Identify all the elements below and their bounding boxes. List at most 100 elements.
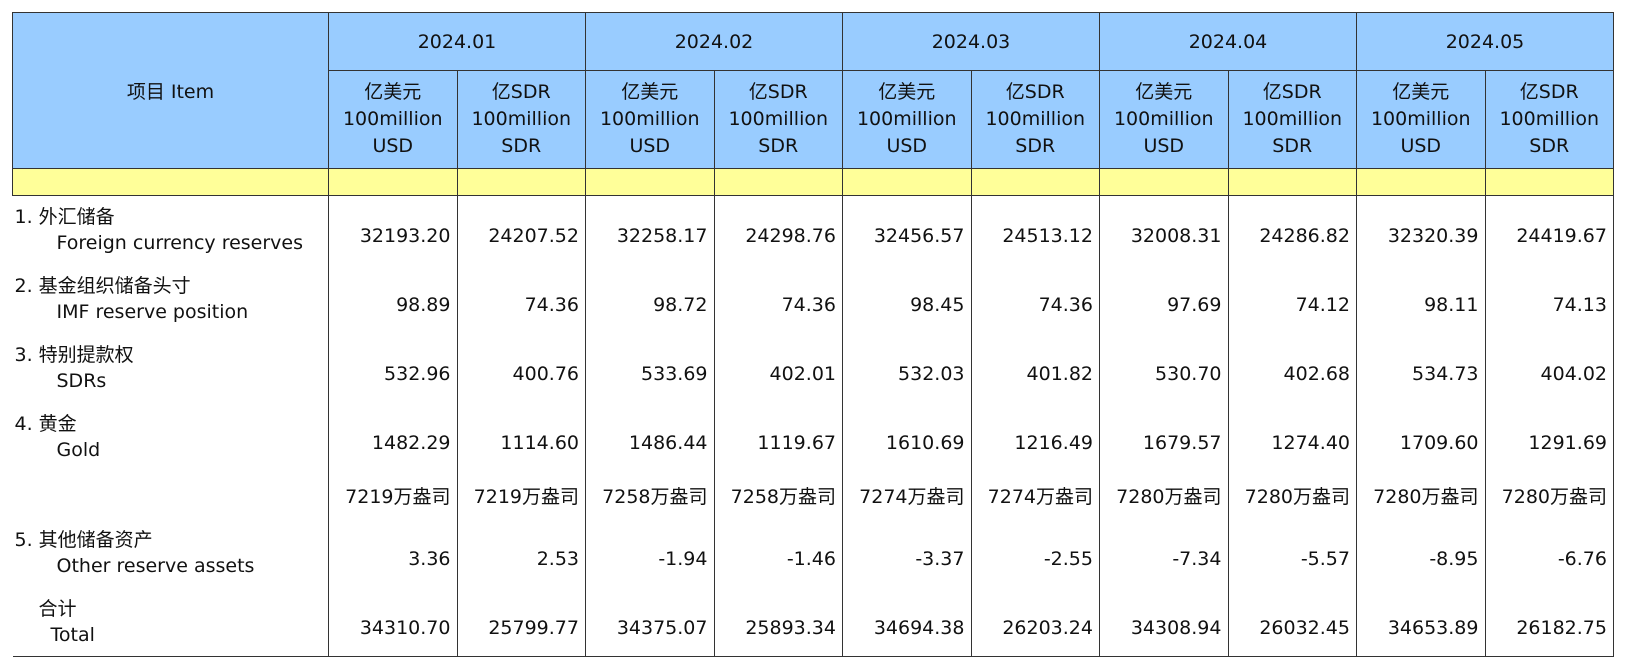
value-cell: 1709.60	[1356, 402, 1486, 472]
data-row: 4. 黄金 Gold 1482.29 1114.60 1486.44 1119.67 161…	[12, 402, 1614, 472]
value-cell: 98.89	[328, 264, 458, 334]
data-row: 1. 外汇储备 Foreign currency reserves 32193.20…	[12, 195, 1614, 265]
value-cell: 98.72	[585, 264, 715, 334]
spacer-cell	[1099, 168, 1229, 196]
unit-line: 100million	[728, 108, 829, 130]
value-cell: 32258.17	[585, 195, 715, 265]
spacer-cell	[456, 168, 586, 196]
value-cell: 97.69	[1099, 264, 1229, 334]
value-cell: -1.46	[713, 518, 843, 588]
value-cell: -6.76	[1484, 518, 1614, 588]
value-cell: 1291.69	[1484, 402, 1614, 472]
row-label: 1. 外汇储备 Foreign currency reserves	[12, 195, 329, 265]
value-cell: 400.76	[456, 333, 586, 403]
value-cell: 25799.77	[456, 587, 586, 657]
unit-line: 亿SDR	[1262, 81, 1322, 103]
value-cell: 98.45	[842, 264, 972, 334]
unit-line: 100million	[471, 108, 572, 130]
item-header: 项目 Item	[12, 12, 329, 169]
label-en: Total	[50, 623, 95, 646]
unit-header: 亿美元 100million USD	[1099, 70, 1229, 169]
value-cell: 98.11	[1356, 264, 1486, 334]
value-cell: 24298.76	[713, 195, 843, 265]
row-label: 5. 其他储备资产 Other reserve assets	[12, 518, 329, 588]
month-header: 2024.05	[1356, 12, 1614, 71]
value-cell: 7219万盎司	[328, 471, 458, 519]
unit-header: 亿SDR 100million SDR	[1484, 70, 1614, 169]
value-cell: 3.36	[328, 518, 458, 588]
value-cell: 34310.70	[328, 587, 458, 657]
header-row-months: 项目 Item 2024.01 2024.02 2024.03 2024.04 2024.…	[12, 12, 1614, 169]
unit-line: SDR	[1272, 135, 1313, 157]
unit-header: 亿美元 100million USD	[842, 70, 972, 169]
value-cell: 402.68	[1227, 333, 1357, 403]
table-wrap: 项目 Item 2024.01 2024.02 2024.03 2024.04 2024.…	[12, 12, 1614, 657]
value-cell: 26203.24	[970, 587, 1100, 657]
row-label: 2. 基金组织储备头寸 IMF reserve position	[12, 264, 329, 334]
value-cell: 7280万盎司	[1484, 471, 1614, 519]
unit-line: 100million	[1113, 108, 1214, 130]
value-cell: 1114.60	[456, 402, 586, 472]
unit-header: 亿美元 100million USD	[585, 70, 715, 169]
value-cell: 401.82	[970, 333, 1100, 403]
spacer-cell	[12, 168, 329, 196]
label-en: Gold	[56, 439, 101, 461]
unit-header: 亿SDR 100million SDR	[970, 70, 1100, 169]
value-cell: -1.94	[585, 518, 715, 588]
unit-line: 亿SDR	[748, 81, 808, 103]
value-cell: 1216.49	[970, 402, 1100, 472]
unit-line: SDR	[758, 135, 799, 157]
row-label	[12, 471, 329, 519]
spacer-cell	[1356, 168, 1486, 196]
unit-line: 100million	[985, 108, 1086, 130]
value-cell: 7219万盎司	[456, 471, 586, 519]
value-cell: 32456.57	[842, 195, 972, 265]
value-cell: 24419.67	[1484, 195, 1614, 265]
spacer-cell	[1227, 168, 1357, 196]
value-cell: 74.13	[1484, 264, 1614, 334]
value-cell: 7280万盎司	[1099, 471, 1229, 519]
value-cell: 7280万盎司	[1227, 471, 1357, 519]
value-cell: 24513.12	[970, 195, 1100, 265]
spacer-cell	[842, 168, 972, 196]
unit-line: 亿美元	[1135, 81, 1193, 103]
value-cell: 1679.57	[1099, 402, 1229, 472]
row-label: 合计 Total	[12, 587, 329, 657]
unit-line: USD	[372, 135, 414, 157]
value-cell: 2.53	[456, 518, 586, 588]
value-cell: -7.34	[1099, 518, 1229, 588]
value-cell: 34694.38	[842, 587, 972, 657]
month-header: 2024.03	[842, 12, 1100, 71]
label-cn: 3. 特别提款权	[14, 344, 134, 366]
value-cell: 7274万盎司	[970, 471, 1100, 519]
label-en: SDRs	[56, 370, 107, 392]
value-cell: -8.95	[1356, 518, 1486, 588]
unit-line: 亿美元	[364, 81, 422, 103]
unit-line: USD	[1143, 135, 1185, 157]
header-row-units: 亿美元 100million USD 亿SDR 100million SDR 亿美元 100m…	[13, 70, 1614, 169]
value-cell: 32320.39	[1356, 195, 1486, 265]
value-cell: 34375.07	[585, 587, 715, 657]
gold-ounces-row: 7219万盎司 7219万盎司 7258万盎司 7258万盎司 7274万盎司 7274万…	[12, 471, 1614, 519]
unit-header: 亿美元 100million USD	[1356, 70, 1486, 169]
month-header: 2024.04	[1099, 12, 1357, 71]
unit-line: 100million	[1370, 108, 1471, 130]
value-cell: 24207.52	[456, 195, 586, 265]
label-en: IMF reserve position	[56, 301, 249, 323]
unit-line: 100million	[856, 108, 957, 130]
unit-line: 亿SDR	[491, 81, 551, 103]
value-cell: -5.57	[1227, 518, 1357, 588]
value-cell: 26182.75	[1484, 587, 1614, 657]
unit-header: 亿美元 100million USD	[328, 70, 458, 169]
value-cell: 1482.29	[328, 402, 458, 472]
unit-line: 100million	[1242, 108, 1343, 130]
value-cell: -2.55	[970, 518, 1100, 588]
label-cn: 2. 基金组织储备头寸	[14, 275, 191, 297]
value-cell: 530.70	[1099, 333, 1229, 403]
value-cell: 533.69	[585, 333, 715, 403]
value-cell: 1486.44	[585, 402, 715, 472]
unit-line: 亿美元	[878, 81, 936, 103]
value-cell: -3.37	[842, 518, 972, 588]
row-label: 4. 黄金 Gold	[12, 402, 329, 472]
